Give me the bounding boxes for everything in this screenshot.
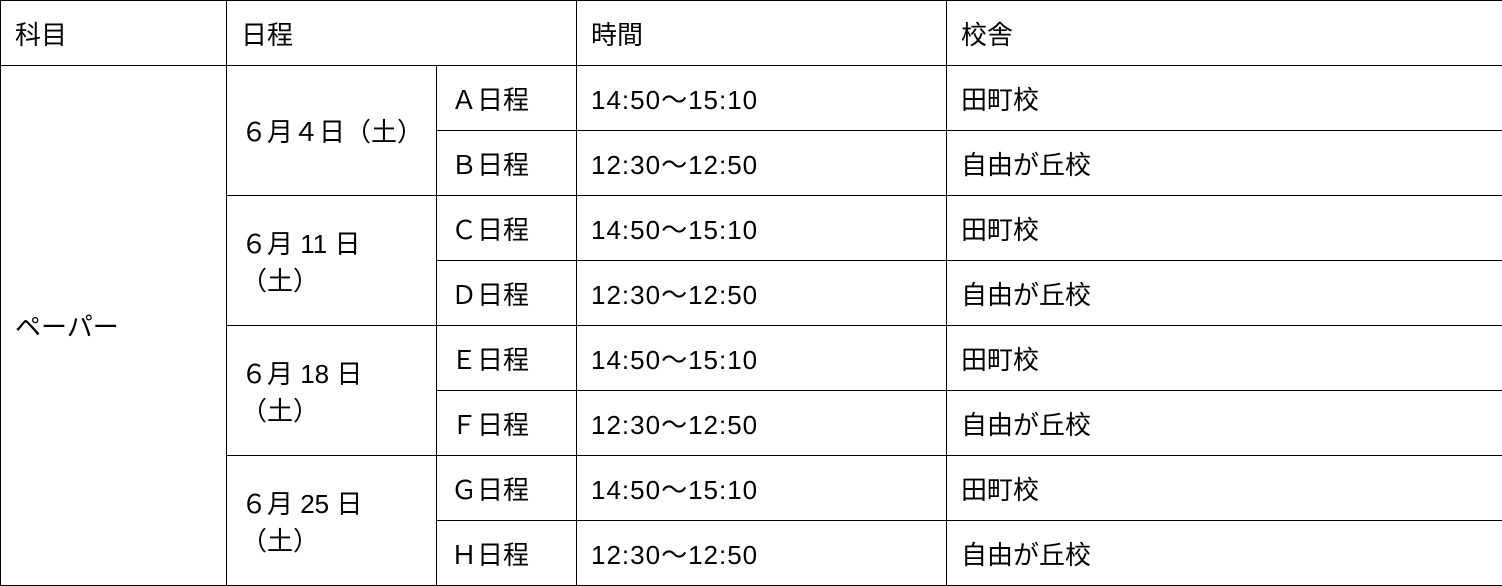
table-row: ６月 18 日（土） Ｅ日程 14:50～15:10 田町校 — [1, 326, 1502, 391]
header-subject: 科目 — [1, 1, 227, 66]
date-cell: ６月 11 日（土） — [227, 196, 437, 326]
location-cell: 田町校 — [947, 66, 1502, 131]
time-cell: 12:30～12:50 — [577, 391, 947, 456]
location-cell: 自由が丘校 — [947, 521, 1502, 586]
time-cell: 12:30～12:50 — [577, 261, 947, 326]
location-cell: 田町校 — [947, 326, 1502, 391]
location-cell: 自由が丘校 — [947, 131, 1502, 196]
time-cell: 14:50～15:10 — [577, 326, 947, 391]
header-location: 校舎 — [947, 1, 1502, 66]
time-cell: 14:50～15:10 — [577, 456, 947, 521]
date-cell: ６月４日（土） — [227, 66, 437, 196]
schedule-label-cell: Ｈ日程 — [437, 521, 577, 586]
table-header-row: 科目 日程 時間 校舎 — [1, 1, 1502, 66]
location-cell: 自由が丘校 — [947, 261, 1502, 326]
location-cell: 自由が丘校 — [947, 391, 1502, 456]
time-cell: 14:50～15:10 — [577, 196, 947, 261]
schedule-label-cell: Ｅ日程 — [437, 326, 577, 391]
schedule-label-cell: Ａ日程 — [437, 66, 577, 131]
header-time: 時間 — [577, 1, 947, 66]
schedule-label-cell: Ｃ日程 — [437, 196, 577, 261]
table-row: ペーパー ６月４日（土） Ａ日程 14:50～15:10 田町校 — [1, 66, 1502, 131]
schedule-label-cell: Ｆ日程 — [437, 391, 577, 456]
subject-cell: ペーパー — [1, 66, 227, 586]
header-schedule: 日程 — [227, 1, 577, 66]
table-row: ６月 11 日（土） Ｃ日程 14:50～15:10 田町校 — [1, 196, 1502, 261]
location-cell: 田町校 — [947, 196, 1502, 261]
time-cell: 14:50～15:10 — [577, 66, 947, 131]
time-cell: 12:30～12:50 — [577, 521, 947, 586]
schedule-label-cell: Ｄ日程 — [437, 261, 577, 326]
time-cell: 12:30～12:50 — [577, 131, 947, 196]
schedule-label-cell: Ｂ日程 — [437, 131, 577, 196]
schedule-label-cell: Ｇ日程 — [437, 456, 577, 521]
table-row: ６月 25 日（土） Ｇ日程 14:50～15:10 田町校 — [1, 456, 1502, 521]
date-cell: ６月 25 日（土） — [227, 456, 437, 586]
schedule-table: 科目 日程 時間 校舎 ペーパー ６月４日（土） Ａ日程 14:50～15:10… — [0, 0, 1502, 586]
date-cell: ６月 18 日（土） — [227, 326, 437, 456]
location-cell: 田町校 — [947, 456, 1502, 521]
